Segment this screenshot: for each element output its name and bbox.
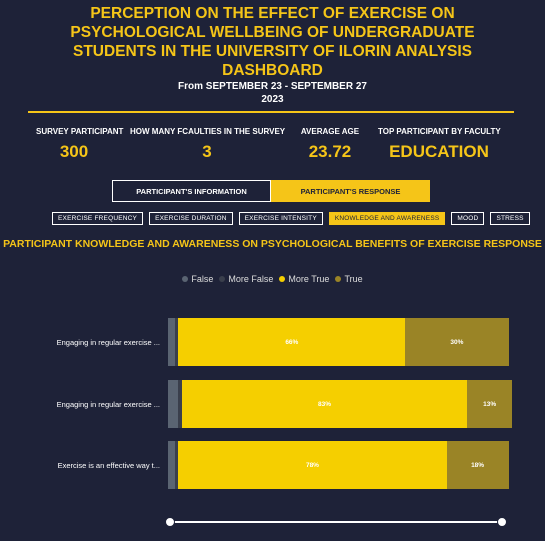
kpi-label: AVERAGE AGE [296,127,364,136]
kpi-value: EDUCATION [378,142,500,162]
data-label: 83% [318,401,331,408]
kpi-faculties: HOW MANY FCAULTIES IN THE SURVEY 3 [130,127,284,162]
legend-label: More True [288,274,329,284]
header-divider [28,111,514,113]
category-label: Exercise is an effective way t... [28,441,164,489]
bar-segment-more-true[interactable]: 66% [178,318,405,366]
bar-segment-true[interactable]: 30% [405,318,508,366]
stacked-bar: 66% 30% [168,318,512,366]
bar-segment-true[interactable]: 18% [447,441,509,489]
date-year: 2023 [0,94,545,106]
legend-swatch [182,276,188,282]
chip-mood[interactable]: MOOD [451,212,484,225]
slider-left-handle[interactable] [165,517,175,527]
kpi-value: 23.72 [296,142,364,162]
data-label: 30% [450,339,463,346]
kpi-label: TOP PARTICIPANT BY FACULTY [378,127,500,136]
data-label: 18% [471,462,484,469]
chart-row: Engaging in regular exercise ... 83% 13% [28,380,512,428]
bar-segment-false[interactable] [168,318,175,366]
chip-exercise-duration[interactable]: EXERCISE DURATION [149,212,233,225]
category-label: Engaging in regular exercise ... [28,318,164,366]
legend-item[interactable]: More False [219,274,273,284]
chart-title: PARTICIPANT KNOWLEDGE AND AWARENESS ON P… [0,238,545,251]
scroll-slider[interactable] [166,519,506,525]
title-line: DASHBOARD [0,61,545,80]
kpi-top-faculty: TOP PARTICIPANT BY FACULTY EDUCATION [378,127,500,162]
chart-row: Exercise is an effective way t... 78% 18% [28,441,512,489]
kpi-average-age: AVERAGE AGE 23.72 [296,127,364,162]
bar-segment-false[interactable] [168,441,175,489]
kpi-label: HOW MANY FCAULTIES IN THE SURVEY [130,127,284,136]
chip-exercise-intensity[interactable]: EXERCISE INTENSITY [239,212,323,225]
legend-label: False [191,274,213,284]
kpi-value: 300 [36,142,112,162]
page-tabs: PARTICIPANT'S INFORMATION PARTICIPANT'S … [112,180,430,202]
slider-track [170,521,502,523]
legend-swatch [219,276,225,282]
bar-segment-more-true[interactable]: 83% [182,380,468,428]
kpi-value: 3 [130,142,284,162]
date-range: From SEPTEMBER 23 - SEPTEMBER 27 [0,81,545,93]
kpi-label: SURVEY PARTICIPANT [36,127,112,136]
legend-item[interactable]: More True [279,274,329,284]
legend-item[interactable]: False [182,274,213,284]
kpi-survey-participant: SURVEY PARTICIPANT 300 [36,127,112,162]
legend-label: True [344,274,362,284]
stacked-bar: 83% 13% [168,380,512,428]
stacked-bar: 78% 18% [168,441,512,489]
slider-right-handle[interactable] [497,517,507,527]
chart-legend: False More False More True True [0,274,545,284]
category-label: Engaging in regular exercise ... [28,380,164,428]
tab-participants-information[interactable]: PARTICIPANT'S INFORMATION [112,180,271,202]
legend-swatch [335,276,341,282]
bar-segment-false[interactable] [168,380,178,428]
data-label: 78% [306,462,319,469]
dashboard-title: PERCEPTION ON THE EFFECT OF EXERCISE ON … [0,4,545,80]
title-line: PSYCHOLOGICAL WELLBEING OF UNDERGRADUATE [0,23,545,42]
title-line: STUDENTS IN THE UNIVERSITY OF ILORIN ANA… [0,42,545,61]
bar-segment-true[interactable]: 13% [467,380,512,428]
bar-segment-more-true[interactable]: 78% [178,441,446,489]
topic-filter: EXERCISE FREQUENCY EXERCISE DURATION EXE… [52,212,530,225]
chip-stress[interactable]: STRESS [490,212,529,225]
chip-exercise-frequency[interactable]: EXERCISE FREQUENCY [52,212,143,225]
chart-row: Engaging in regular exercise ... 66% 30% [28,318,512,366]
tab-participants-response[interactable]: PARTICIPANT'S RESPONSE [271,180,430,202]
chip-knowledge-and-awareness[interactable]: KNOWLEDGE AND AWARENESS [329,212,446,225]
legend-item[interactable]: True [335,274,362,284]
legend-label: More False [228,274,273,284]
title-line: PERCEPTION ON THE EFFECT OF EXERCISE ON [0,4,545,23]
legend-swatch [279,276,285,282]
data-label: 66% [285,339,298,346]
data-label: 13% [483,401,496,408]
